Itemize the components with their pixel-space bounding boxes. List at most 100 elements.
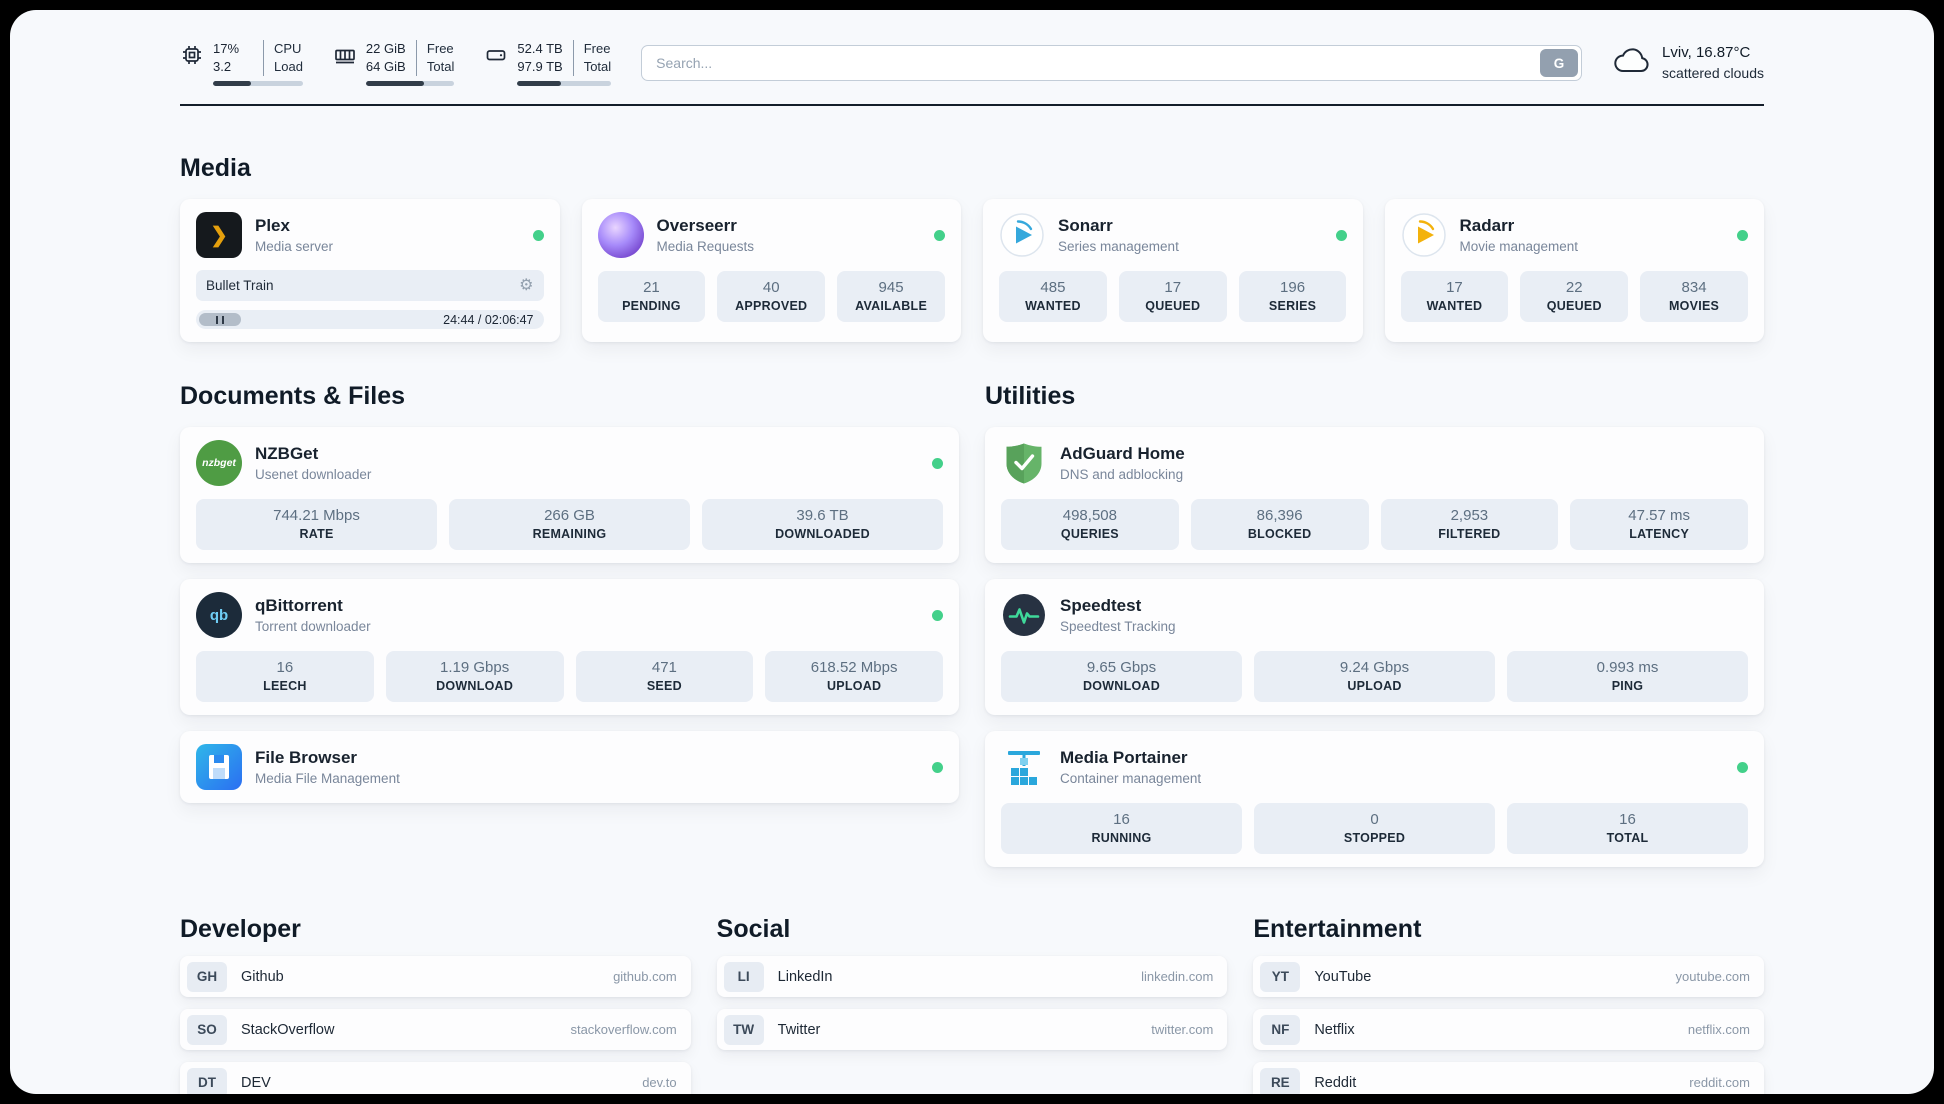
portainer-icon	[1001, 744, 1047, 790]
bookmark-dev[interactable]: DT DEV dev.to	[180, 1062, 691, 1094]
app-card-adguard[interactable]: AdGuard Home DNS and adblocking 498,508 …	[985, 427, 1764, 563]
section-title-developer: Developer	[180, 915, 301, 943]
section-utilities: Utilities AdGuard Home	[985, 382, 1764, 867]
speedtest-stats: 9.65 Gbps DOWNLOAD 9.24 Gbps UPLOAD 0.99…	[1001, 651, 1748, 702]
status-dot-qbittorrent	[932, 609, 943, 621]
cpu-progress-fill	[213, 81, 251, 86]
app-subtitle-overseerr: Media Requests	[656, 239, 755, 254]
filebrowser-icon	[196, 744, 242, 790]
stat-available: 945 AVAILABLE	[837, 271, 945, 322]
bookmark-linkedin[interactable]: LI LinkedIn linkedin.com	[716, 956, 1228, 997]
cpu-label-2: Load	[263, 58, 303, 76]
memory-icon	[333, 43, 357, 72]
app-name-speedtest: Speedtest	[1060, 596, 1142, 615]
section-title-utilities: Utilities	[985, 382, 1076, 410]
bookmark-netflix[interactable]: NF Netflix netflix.com	[1253, 1009, 1764, 1050]
stat-running: 16 RUNNING	[1001, 803, 1242, 854]
disk-label-2: Total	[572, 58, 611, 76]
pause-button[interactable]	[199, 313, 241, 326]
app-card-plex[interactable]: ❯ Plex Media server Bullet Train ⚙ 24:44…	[180, 199, 560, 342]
app-subtitle-portainer: Container management	[1060, 771, 1202, 786]
bookmarks-social: Social LI LinkedIn linkedin.com TW Twitt…	[716, 915, 1228, 1094]
disk-progress-track	[517, 81, 612, 86]
cpu-widget: 17% CPU 3.2 Load	[180, 40, 303, 86]
app-card-qbittorrent[interactable]: qb qBittorrent Torrent downloader 16 LEE…	[180, 579, 959, 715]
bookmark-github[interactable]: GH Github github.com	[180, 956, 691, 997]
app-card-speedtest[interactable]: Speedtest Speedtest Tracking 9.65 Gbps D…	[985, 579, 1764, 715]
github-icon: GH	[187, 961, 227, 992]
stat-seed: 471 SEED	[575, 651, 754, 702]
status-dot-plex	[532, 229, 544, 241]
netflix-icon: NF	[1260, 1014, 1301, 1045]
cpu-progress-track	[213, 81, 303, 86]
app-name-overseerr: Overseerr	[656, 216, 737, 235]
app-name-sonarr: Sonarr	[1058, 216, 1113, 235]
plex-progress-track[interactable]: 24:44 / 02:06:47	[196, 310, 544, 329]
app-subtitle-adguard: DNS and adblocking	[1060, 467, 1184, 482]
section-documents: Documents & Files nzbget NZBGet Usenet d…	[180, 382, 959, 867]
app-card-portainer[interactable]: Media Portainer Container management 16 …	[985, 731, 1764, 867]
header-divider	[180, 104, 1764, 106]
status-dot-nzbget	[932, 457, 943, 469]
stat-ping: 0.993 ms PING	[1507, 651, 1748, 702]
stat-remaining: 266 GB REMAINING	[449, 499, 690, 550]
app-card-radarr[interactable]: Radarr Movie management 17 WANTED 22 QUE…	[1384, 199, 1764, 342]
stat-total: 16 TOTAL	[1507, 803, 1748, 854]
weather-location: Lviv, 16.87°C	[1662, 44, 1751, 61]
app-subtitle-sonarr: Series management	[1058, 239, 1179, 254]
stat-upload: 9.24 Gbps UPLOAD	[1254, 651, 1495, 702]
bookmarks-developer: Developer GH Github github.com SO StackO…	[180, 915, 691, 1094]
section-title-media: Media	[180, 154, 251, 182]
section-title-documents: Documents & Files	[180, 382, 406, 410]
status-dot-sonarr	[1335, 229, 1347, 241]
nzbget-icon: nzbget	[196, 440, 242, 486]
stat-stopped: 0 STOPPED	[1254, 803, 1495, 854]
stat-rate: 744.21 Mbps RATE	[196, 499, 437, 550]
disk-progress-fill	[517, 81, 562, 86]
search-input[interactable]	[641, 45, 1583, 81]
stat-movies: 834 MOVIES	[1640, 271, 1748, 322]
app-card-nzbget[interactable]: nzbget NZBGet Usenet downloader 744.21 M…	[180, 427, 959, 563]
gear-icon[interactable]: ⚙	[519, 276, 534, 294]
youtube-icon: YT	[1260, 961, 1301, 992]
app-name-adguard: AdGuard Home	[1060, 444, 1185, 463]
section-title-entertainment: Entertainment	[1253, 915, 1422, 943]
linkedin-icon: LI	[723, 961, 764, 992]
bookmark-reddit[interactable]: RE Reddit reddit.com	[1253, 1062, 1764, 1094]
stat-blocked: 86,396 BLOCKED	[1190, 499, 1369, 550]
bookmark-twitter[interactable]: TW Twitter twitter.com	[716, 1009, 1228, 1050]
app-card-filebrowser[interactable]: File Browser Media File Management	[180, 731, 959, 803]
sonarr-stats: 485 WANTED 17 QUEUED 196 SERIES	[999, 271, 1347, 322]
dev-icon: DT	[187, 1067, 227, 1094]
stackoverflow-icon: SO	[187, 1014, 227, 1045]
app-subtitle-speedtest: Speedtest Tracking	[1060, 619, 1176, 634]
bookmark-youtube[interactable]: YT YouTube youtube.com	[1253, 956, 1764, 997]
disk-widget: 52.4 TB Free 97.9 TB Total	[484, 40, 612, 86]
bookmark-stackoverflow[interactable]: SO StackOverflow stackoverflow.com	[180, 1009, 691, 1050]
cpu-label-1: CPU	[263, 40, 303, 58]
reddit-icon: RE	[1260, 1067, 1301, 1094]
disk-icon	[484, 43, 508, 72]
dashboard-page: 17% CPU 3.2 Load	[10, 10, 1934, 1094]
plex-playback-time: 24:44 / 02:06:47	[443, 312, 534, 327]
cloud-icon	[1612, 45, 1652, 82]
cpu-load-value: 3.2	[213, 59, 232, 74]
app-card-overseerr[interactable]: Overseerr Media Requests 21 PENDING 40 A…	[581, 199, 961, 342]
memory-free-value: 22 GiB	[365, 41, 406, 56]
adguard-stats: 498,508 QUERIES 86,396 BLOCKED 2,953 FIL…	[1001, 499, 1748, 550]
memory-label-2: Total	[415, 58, 454, 76]
bookmarks-entertainment: Entertainment YT YouTube youtube.com NF …	[1253, 915, 1764, 1094]
stat-download: 9.65 Gbps DOWNLOAD	[1001, 651, 1242, 702]
plex-now-playing: Bullet Train ⚙	[196, 270, 544, 301]
stat-filtered: 2,953 FILTERED	[1380, 499, 1559, 550]
app-card-sonarr[interactable]: Sonarr Series management 485 WANTED 17 Q…	[983, 199, 1363, 342]
app-subtitle-radarr: Movie management	[1459, 239, 1579, 254]
app-subtitle-filebrowser: Media File Management	[255, 771, 400, 786]
search-engine-button[interactable]: G	[1540, 49, 1579, 77]
app-name-nzbget: NZBGet	[255, 444, 319, 463]
app-subtitle-qbittorrent: Torrent downloader	[255, 619, 371, 634]
memory-progress-track	[365, 81, 455, 86]
app-name-qbittorrent: qBittorrent	[255, 596, 343, 615]
status-dot-overseerr	[934, 229, 945, 241]
status-dot-portainer	[1737, 761, 1748, 773]
